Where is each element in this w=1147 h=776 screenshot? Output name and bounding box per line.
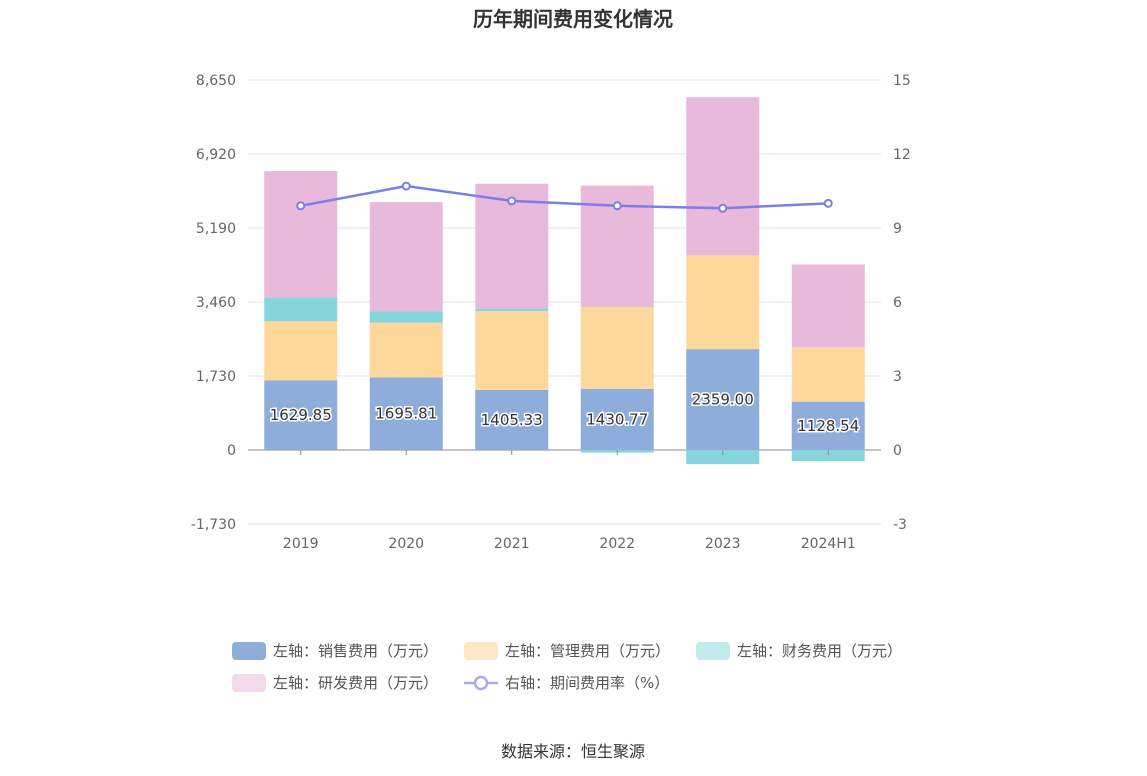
rate-point[interactable] [401,181,411,191]
x-tick-label: 2019 [283,536,319,552]
legend-label: 右轴：期间费用率（%） [505,674,669,692]
x-tick-label: 2021 [494,536,530,552]
bar-value-label: 1128.54 [797,417,859,435]
bar-segment-0[interactable] [580,388,654,450]
legend-swatch-marker [473,675,489,691]
left-tick-label: 1,730 [196,369,236,385]
rate-point[interactable] [718,203,728,213]
x-tick-label: 2023 [705,536,741,552]
left-tick-label: 6,920 [196,147,236,163]
source-text: 数据来源：恒生聚源 [501,742,645,761]
bar-segment-0[interactable] [264,380,338,450]
right-tick-label: 12 [893,147,911,163]
x-axis: 2019 2020 2021 2022 2023 2024H1 [283,450,856,552]
bar-segment-0[interactable] [791,401,865,450]
left-tick-label: 3,460 [196,295,236,311]
right-tick-label: 15 [893,73,911,89]
legend-item-0[interactable]: 左轴：销售费用（万元） [232,642,438,660]
bar-segment-2[interactable] [686,450,760,465]
bar-segment-3[interactable] [791,264,865,348]
bar-segment-0[interactable] [475,389,549,450]
legend-item-3[interactable]: 左轴：研发费用（万元） [232,674,438,692]
bar-segment-0[interactable] [686,349,760,450]
right-tick-label: 0 [893,443,902,459]
bar-segment-2[interactable] [791,450,865,462]
rate-point[interactable] [823,198,833,208]
right-tick-label: 3 [893,369,902,385]
bar-labels: 1629.85 1695.81 1405.33 1430.77 2359.00 1128.… [268,389,861,436]
legend[interactable]: 左轴：销售费用（万元） 左轴：管理费用（万元） 左轴：财务费用（万元） 左轴：研发费用… [232,642,902,692]
legend-label: 左轴：销售费用（万元） [273,642,438,660]
right-tick-label: 9 [893,221,902,237]
bars [264,97,865,465]
legend-item-1[interactable]: 左轴：管理费用（万元） [464,642,670,660]
bar-segment-1[interactable] [475,311,549,390]
right-axis: 15 12 9 6 3 0 -3 [893,73,911,533]
x-tick-label: 2020 [388,536,424,552]
chart-title: 历年期间费用变化情况 [473,7,673,31]
legend-item-4[interactable]: 右轴：期间费用率（%） [464,674,669,692]
rate-point[interactable] [612,201,622,211]
legend-item-2[interactable]: 左轴：财务费用（万元） [696,642,902,660]
rate-line-path [300,184,829,210]
bar-segment-1[interactable] [264,321,338,381]
bar-segment-1[interactable] [791,347,865,402]
rate-line [296,181,833,213]
x-tick-label: 2024H1 [801,536,856,552]
bar-segment-3[interactable] [369,202,443,312]
left-tick-label: -1,730 [191,517,236,533]
bar-segment-0[interactable] [369,377,443,450]
left-tick-label: 5,190 [196,221,236,237]
bar-value-label: 2359.00 [692,391,754,409]
bar-segment-3[interactable] [686,97,760,256]
bar-segment-1[interactable] [686,255,760,350]
legend-swatch [464,642,498,660]
bar-segment-1[interactable] [369,322,443,378]
legend-label: 左轴：财务费用（万元） [737,642,902,660]
legend-swatch [232,674,266,692]
bar-value-label: 1405.33 [481,411,543,429]
bar-value-label: 1430.77 [586,410,648,428]
bar-segment-3[interactable] [264,171,338,298]
left-tick-label: 8,650 [196,73,236,89]
legend-swatch [232,642,266,660]
bar-segment-2[interactable] [369,311,443,323]
legend-swatch [696,642,730,660]
bar-value-label: 1629.85 [270,406,332,424]
rate-point[interactable] [507,196,517,206]
right-tick-label: -3 [893,517,907,533]
bar-segment-2[interactable] [264,297,338,322]
rate-point[interactable] [296,201,306,211]
bar-segment-1[interactable] [580,307,654,389]
left-axis: 8,650 6,920 5,190 3,460 1,730 0 -1,730 [191,73,236,533]
legend-label: 左轴：研发费用（万元） [273,674,438,692]
legend-label: 左轴：管理费用（万元） [505,642,670,660]
right-tick-label: 6 [893,295,902,311]
x-tick-label: 2022 [599,536,635,552]
left-tick-label: 0 [227,443,236,459]
bar-segment-2[interactable] [475,308,549,312]
grid [248,79,881,525]
bar-value-label: 1695.81 [375,405,437,423]
